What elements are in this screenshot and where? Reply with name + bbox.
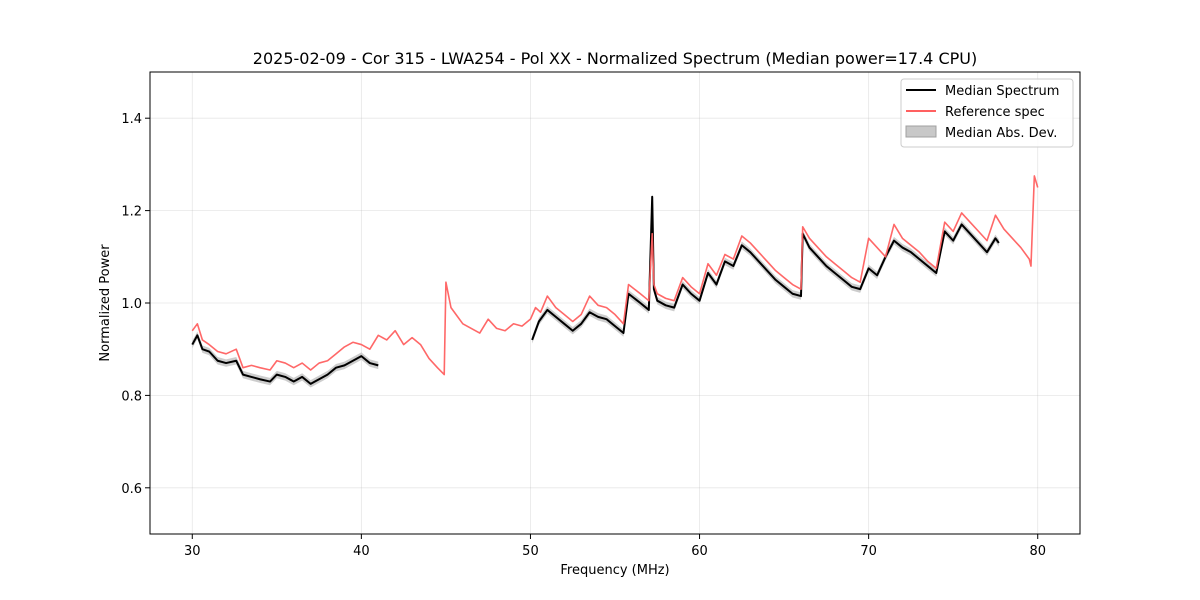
legend-mad-swatch: [905, 125, 937, 138]
x-tick-label: 50: [522, 544, 539, 559]
mad-band: [192, 331, 379, 388]
legend-median-label: Median Spectrum: [945, 84, 1059, 99]
reference-spectrum-line: [191, 175, 1039, 376]
median-spectrum-line: [531, 195, 1000, 341]
median-spectrum-layer: [191, 195, 1000, 385]
median-spectrum-line: [191, 334, 379, 385]
x-tick-label: 40: [353, 544, 370, 559]
legend-mad-label: Median Abs. Dev.: [945, 126, 1057, 141]
legend-frame: [900, 78, 1074, 148]
legend-reference-label: Reference spec: [945, 105, 1045, 120]
y-tick-label: 1.4: [121, 112, 142, 127]
x-axis-label: Frequency (MHz): [560, 563, 669, 578]
x-tick-label: 70: [860, 544, 877, 559]
x-axis-ticks: 30 40 50 60 70 80: [184, 534, 1046, 559]
y-axis-label: Normalized Power: [98, 244, 113, 362]
chart-title: 2025-02-09 - Cor 315 - LWA254 - Pol XX -…: [253, 49, 977, 68]
x-tick-label: 60: [691, 544, 708, 559]
y-axis-ticks: 0.6 0.8 1.0 1.2 1.4: [121, 112, 150, 497]
y-tick-label: 1.2: [121, 205, 142, 220]
y-tick-label: 0.6: [121, 482, 142, 497]
legend: Median Spectrum Reference spec Median Ab…: [900, 78, 1074, 148]
y-tick-label: 1.0: [121, 297, 142, 312]
y-tick-label: 0.8: [121, 389, 142, 404]
reference-spectrum-layer: [191, 175, 1039, 376]
x-tick-label: 80: [1029, 544, 1046, 559]
x-tick-label: 30: [184, 544, 201, 559]
